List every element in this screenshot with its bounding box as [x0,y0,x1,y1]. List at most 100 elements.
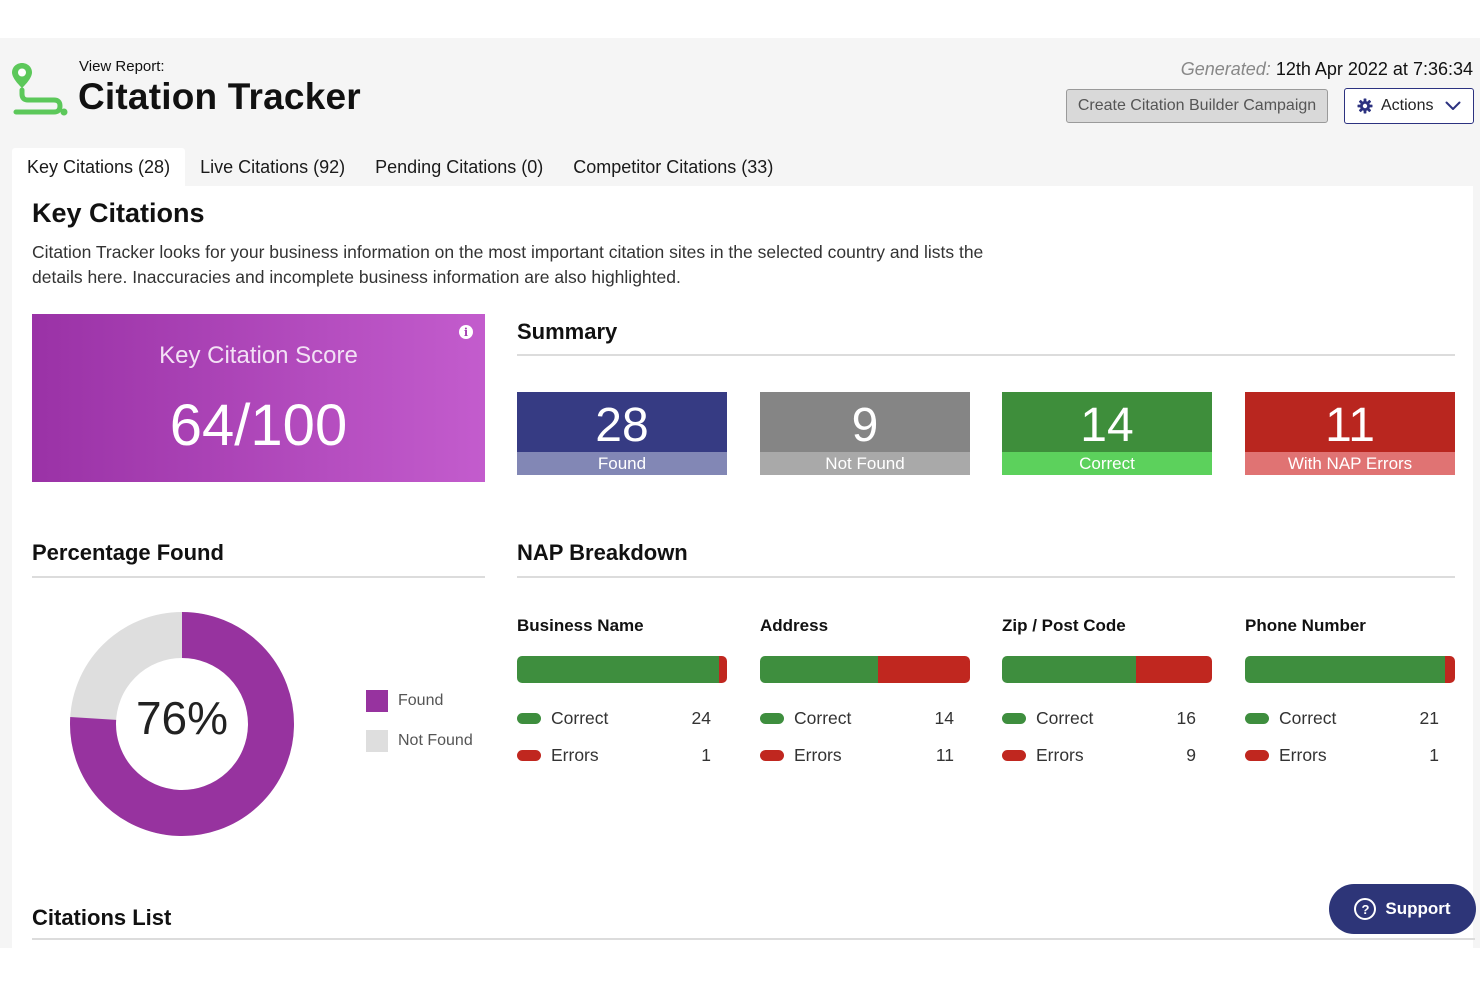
nap-bar-errors [877,656,970,683]
stat-value: 11 [1245,392,1455,452]
divider [32,576,485,578]
legend-swatch [366,690,388,712]
percentage-found-donut-chart [70,612,294,836]
correct-pill-icon [1002,712,1026,724]
legend-label: Not Found [398,732,473,749]
stat-value: 14 [1002,392,1212,452]
legend-label: Found [398,692,444,709]
nap-bar-correct [1245,656,1446,683]
nap-bar-correct [760,656,878,683]
tab-pending-citations[interactable]: Pending Citations (0) [375,156,544,177]
report-tabs: Key Citations (28) Live Citations (92) P… [12,148,788,186]
nap-errors-row: Errors 1 [1245,744,1455,766]
errors-label: Errors [551,744,599,765]
stat-found: 28 Found [517,392,727,475]
divider [517,354,1455,356]
legend-swatch [366,730,388,752]
nap-column-phone-number: Phone Number Correct 21 Errors 1 [1245,616,1455,766]
nap-column-zip-post-code: Zip / Post Code Correct 16 Errors 9 [1002,616,1212,766]
nap-bar-correct [517,656,719,683]
generated-value: 12th Apr 2022 at 7:36:34 [1275,59,1473,79]
errors-pill-icon [760,749,784,761]
nap-errors-row: Errors 1 [517,744,727,766]
nap-ratio-bar [1002,656,1212,683]
gear-icon [1357,98,1373,114]
location-route-icon [10,60,70,118]
errors-count: 9 [1186,744,1196,765]
nap-bar-errors [718,656,727,683]
correct-label: Correct [1036,707,1094,728]
correct-count: 16 [1176,707,1196,728]
chevron-down-icon [1445,101,1461,111]
errors-pill-icon [1002,749,1026,761]
errors-count: 1 [701,744,711,765]
stat-value: 9 [760,392,970,452]
score-label: Key Citation Score [159,342,358,369]
nap-column-title: Address [760,616,829,635]
create-citation-builder-campaign-button[interactable]: Create Citation Builder Campaign [1066,89,1328,123]
nap-column-address: Address Correct 14 Errors 11 [760,616,970,766]
divider [517,576,1455,578]
nap-column-title: Business Name [517,616,644,635]
section-heading-nap-breakdown: NAP Breakdown [517,540,688,565]
stat-not-found: 9 Not Found [760,392,970,475]
nap-errors-row: Errors 9 [1002,744,1212,766]
generated-label: Generated: [1180,59,1271,79]
nap-ratio-bar [760,656,970,683]
stat-value: 28 [517,392,727,452]
generated-timestamp: Generated: 12th Apr 2022 at 7:36:34 [1181,59,1473,80]
errors-count: 11 [935,744,954,765]
support-button[interactable]: ? Support [1329,884,1476,934]
correct-pill-icon [1245,712,1269,724]
legend-not-found: Not Found [366,730,473,752]
nap-ratio-bar [517,656,727,683]
tab-key-citations[interactable]: Key Citations (28) [12,148,186,186]
correct-pill-icon [760,712,784,724]
nap-column-title: Phone Number [1245,616,1366,635]
score-value: 64/100 [169,393,348,458]
tab-live-citations[interactable]: Live Citations (92) [200,156,346,177]
key-citations-panel: Key Citations Citation Tracker looks for… [12,186,1475,948]
stat-nap-errors: 11 With NAP Errors [1245,392,1455,475]
actions-label: Actions [1381,97,1434,114]
correct-count: 24 [691,707,711,728]
section-heading-summary: Summary [517,319,618,344]
support-label: Support [1385,899,1451,918]
stat-label: With NAP Errors [1245,452,1455,475]
stat-label: Found [517,452,727,475]
nap-correct-row: Correct 14 [760,707,970,729]
errors-label: Errors [1279,744,1327,765]
errors-pill-icon [517,749,541,761]
legend-found: Found [366,690,443,712]
nap-correct-row: Correct 21 [1245,707,1455,729]
info-icon[interactable]: i [459,325,473,339]
correct-count: 14 [934,707,954,728]
nap-column-business-name: Business Name Correct 24 Errors 1 [517,616,727,766]
donut-slice-found [70,612,294,836]
nap-ratio-bar [1245,656,1455,683]
errors-count: 1 [1429,744,1439,765]
nap-column-title: Zip / Post Code [1002,616,1126,635]
nap-bar-errors [1445,656,1455,683]
nap-bar-correct [1002,656,1137,683]
errors-label: Errors [1036,744,1084,765]
correct-label: Correct [794,707,852,728]
errors-label: Errors [794,744,842,765]
section-heading-key-citations: Key Citations [32,198,205,228]
actions-dropdown-button[interactable]: Actions [1344,88,1474,124]
correct-pill-icon [517,712,541,724]
errors-pill-icon [1245,749,1269,761]
view-report-label: View Report: [79,58,165,75]
correct-label: Correct [1279,707,1337,728]
correct-count: 21 [1419,707,1439,728]
section-heading-citations-list: Citations List [32,905,172,930]
percentage-found-value: 76% [135,692,229,744]
nap-correct-row: Correct 24 [517,707,727,729]
app-window: View Report: Citation Tracker Generated:… [0,38,1480,948]
page-title: Citation Tracker [78,76,361,117]
nap-bar-errors [1136,656,1212,683]
tab-competitor-citations[interactable]: Competitor Citations (33) [573,156,774,177]
intro-text: Citation Tracker looks for your business… [32,242,984,287]
nap-correct-row: Correct 16 [1002,707,1212,729]
stat-correct: 14 Correct [1002,392,1212,475]
